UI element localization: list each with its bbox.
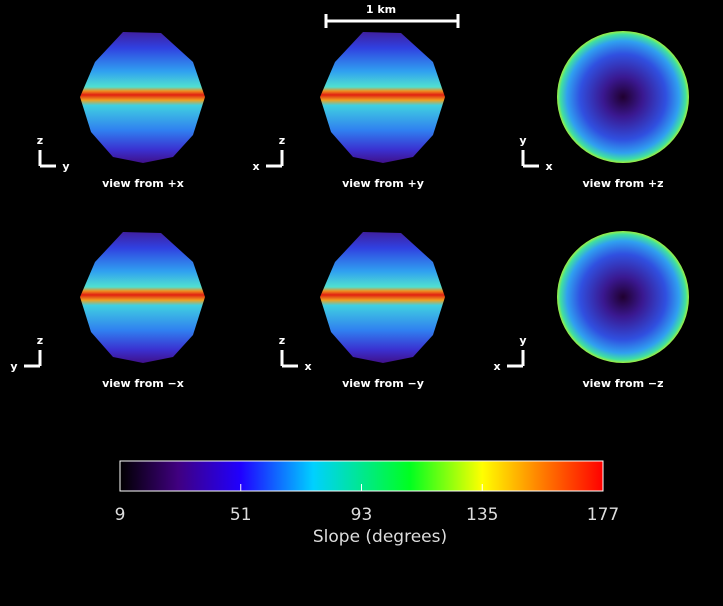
asteroid-side bbox=[80, 232, 205, 363]
asteroid-pole bbox=[557, 31, 689, 163]
colorbar-tick-label: 9 bbox=[115, 505, 126, 525]
axis-label: y bbox=[519, 134, 526, 147]
asteroid-side bbox=[320, 232, 445, 363]
view-label: view from −z bbox=[582, 377, 663, 390]
axis-label: z bbox=[279, 134, 285, 147]
axis-label: x bbox=[493, 360, 500, 373]
axis-label: y bbox=[519, 334, 526, 347]
axis-label: y bbox=[10, 360, 17, 373]
colorbar-tick-label: 93 bbox=[351, 505, 373, 525]
view-label: view from +z bbox=[582, 177, 663, 190]
asteroid-side bbox=[80, 32, 205, 163]
asteroid-side bbox=[320, 32, 445, 163]
axis-label: y bbox=[62, 160, 69, 173]
asteroid-pole bbox=[557, 231, 689, 363]
colorbar-label: Slope (degrees) bbox=[313, 527, 447, 547]
axis-label: x bbox=[545, 160, 552, 173]
colorbar-tick-label: 135 bbox=[466, 505, 498, 525]
view-label: view from +x bbox=[102, 177, 184, 190]
axis-label: z bbox=[37, 134, 43, 147]
view-label: view from +y bbox=[342, 177, 424, 190]
view-label: view from −x bbox=[102, 377, 184, 390]
colorbar-tick-label: 177 bbox=[587, 505, 619, 525]
view-label: view from −y bbox=[342, 377, 424, 390]
axis-label: z bbox=[37, 334, 43, 347]
axis-label: x bbox=[252, 160, 259, 173]
scale-label: 1 km bbox=[366, 3, 396, 16]
axis-label: z bbox=[279, 334, 285, 347]
colorbar-tick-label: 51 bbox=[230, 505, 252, 525]
axis-label: x bbox=[304, 360, 311, 373]
